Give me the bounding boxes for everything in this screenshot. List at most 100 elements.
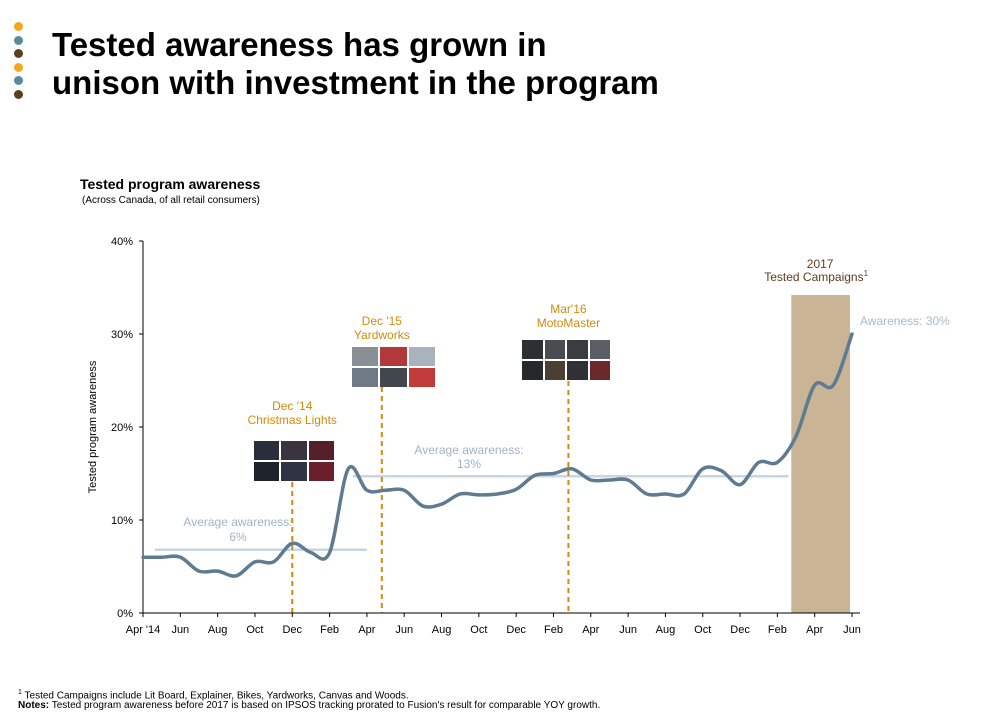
awareness-end-label: Awareness: 30% bbox=[860, 314, 950, 328]
data-point bbox=[758, 461, 760, 463]
christmas-lights-photo bbox=[254, 441, 334, 481]
average-label: Average awareness: bbox=[183, 515, 292, 529]
y-tick-label: 10% bbox=[111, 515, 133, 527]
data-point bbox=[608, 479, 610, 481]
x-tick-label: Feb bbox=[320, 624, 339, 636]
data-point bbox=[683, 493, 685, 495]
data-point bbox=[273, 561, 275, 563]
slide-title-line1: Tested awareness has grown in bbox=[52, 26, 547, 63]
data-point bbox=[254, 561, 256, 563]
average-label: Average awareness: bbox=[414, 443, 523, 457]
data-point bbox=[422, 505, 424, 507]
data-point bbox=[832, 384, 834, 386]
bullet-dot bbox=[14, 76, 23, 85]
x-tick-label: Jun bbox=[619, 624, 637, 636]
data-point bbox=[515, 488, 517, 490]
x-tick-label: Feb bbox=[768, 624, 787, 636]
data-point bbox=[795, 435, 797, 437]
notes-label: Notes: bbox=[18, 700, 50, 711]
x-tick-label: Dec bbox=[506, 624, 526, 636]
bullet-dot bbox=[14, 49, 23, 58]
footnote-notes: Notes: Tested program awareness before 2… bbox=[18, 699, 600, 712]
x-tick-label: Dec bbox=[282, 624, 302, 636]
data-point bbox=[310, 552, 312, 554]
x-tick-label: Apr bbox=[358, 624, 375, 636]
data-point bbox=[385, 489, 387, 491]
footnote-1-sup: 1 bbox=[18, 689, 22, 696]
data-point bbox=[217, 570, 219, 572]
data-point bbox=[702, 468, 704, 470]
x-tick-label: Feb bbox=[544, 624, 563, 636]
footnote-1: 1 Tested Campaigns include Lit Board, Ex… bbox=[18, 686, 409, 702]
data-point bbox=[851, 333, 853, 335]
event-label: MotoMaster bbox=[537, 316, 600, 330]
event-label: Dec '15 bbox=[362, 314, 403, 328]
campaign-band-superscript: 1 bbox=[864, 269, 869, 278]
footnote-1-text: Tested Campaigns include Lit Board, Expl… bbox=[21, 690, 409, 702]
x-tick-label: Jun bbox=[843, 624, 861, 636]
x-tick-label: Dec bbox=[730, 624, 750, 636]
campaign-band-label-year: 2017 bbox=[807, 257, 834, 271]
data-point bbox=[814, 384, 816, 386]
x-tick-label: Aug bbox=[432, 624, 452, 636]
data-point bbox=[366, 489, 368, 491]
event-label: Mar'16 bbox=[550, 302, 587, 316]
data-point bbox=[571, 468, 573, 470]
data-point bbox=[497, 493, 498, 495]
data-point bbox=[776, 461, 778, 463]
data-point bbox=[720, 470, 722, 472]
data-point bbox=[441, 503, 443, 505]
data-point bbox=[403, 489, 405, 491]
data-point bbox=[161, 556, 163, 558]
campaign-band bbox=[791, 295, 850, 613]
data-point bbox=[329, 552, 331, 554]
notes-text: Tested program awareness before 2017 is … bbox=[49, 700, 601, 711]
data-point bbox=[198, 570, 200, 572]
x-tick-label: Oct bbox=[470, 624, 487, 636]
bullet-dots bbox=[14, 22, 26, 103]
x-tick-label: Apr bbox=[806, 624, 823, 636]
slide-title: Tested awareness has grown in unison wit… bbox=[52, 26, 952, 102]
bullet-dot bbox=[14, 89, 23, 99]
data-point bbox=[179, 556, 181, 558]
average-label-value: 13% bbox=[457, 457, 481, 471]
x-tick-label: Apr bbox=[582, 624, 599, 636]
y-tick-label: 30% bbox=[111, 329, 133, 341]
y-axis-label: Tested program awareness bbox=[87, 360, 99, 493]
slide-title-line2: unison with investment in the program bbox=[52, 64, 659, 101]
bullet-dot bbox=[14, 22, 23, 31]
x-tick-label: Aug bbox=[208, 624, 228, 636]
x-tick-label: Apr '14 bbox=[126, 624, 161, 636]
motomaster-photo bbox=[522, 340, 610, 380]
event-label: Dec '14 bbox=[272, 399, 313, 413]
data-point bbox=[646, 493, 648, 495]
chart-title: Tested program awareness bbox=[80, 176, 261, 192]
bullet-dot bbox=[14, 35, 23, 45]
event-label: Yardworks bbox=[354, 328, 410, 342]
y-tick-label: 0% bbox=[117, 608, 133, 620]
data-point bbox=[291, 542, 293, 544]
x-tick-label: Jun bbox=[395, 624, 413, 636]
data-point bbox=[739, 484, 741, 486]
data-point bbox=[459, 493, 461, 495]
y-tick-label: 20% bbox=[111, 422, 133, 434]
chart-subtitle: (Across Canada, of all retail consumers) bbox=[82, 195, 260, 206]
data-point bbox=[142, 556, 144, 558]
bullet-dot bbox=[14, 62, 23, 72]
x-tick-label: Jun bbox=[171, 624, 189, 636]
data-point bbox=[478, 494, 480, 496]
average-label-value: 6% bbox=[229, 530, 247, 544]
data-point bbox=[534, 474, 536, 476]
x-tick-label: Oct bbox=[694, 624, 711, 636]
event-label: Christmas Lights bbox=[248, 413, 337, 427]
data-point bbox=[627, 479, 629, 481]
data-point bbox=[590, 479, 592, 481]
x-tick-label: Aug bbox=[656, 624, 676, 636]
x-tick-label: Oct bbox=[246, 624, 263, 636]
data-point bbox=[664, 493, 666, 495]
data-point bbox=[552, 473, 554, 474]
yardworks-photo bbox=[352, 347, 435, 387]
data-point bbox=[347, 468, 349, 470]
campaign-band-label: Tested Campaigns1 bbox=[764, 269, 868, 284]
